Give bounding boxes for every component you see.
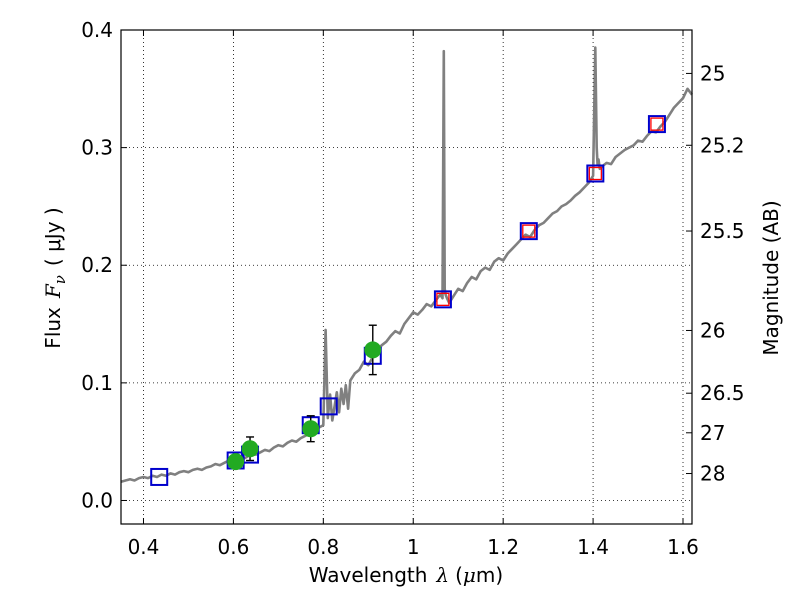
photometry-square: [433, 290, 452, 309]
mag-tick-label: 26.5: [700, 381, 745, 405]
model-photometry-square: [522, 224, 536, 238]
x-tick-label: 0.8: [307, 535, 339, 559]
y2-axis-label: Magnitude (AB): [759, 200, 783, 355]
x-tick-label: 1.4: [577, 535, 609, 559]
y-tick-label: 0.1: [81, 371, 113, 395]
measurement-point: [302, 420, 320, 438]
mag-tick-label: 25.2: [700, 133, 745, 157]
photometry-square: [519, 222, 538, 241]
measurement-point: [227, 453, 245, 471]
x-tick-label: 0.6: [217, 535, 249, 559]
plot-frame: [120, 29, 693, 525]
model-photometry-square: [588, 166, 602, 181]
mag-tick-label: 25.5: [700, 219, 745, 243]
model-spectrum-line: [120, 46, 694, 483]
y-tick-label: 0.3: [81, 136, 113, 160]
measurement-point: [241, 440, 259, 458]
photometry-square: [647, 115, 666, 134]
x-axis-label: Wavelength λ (μm): [309, 563, 503, 587]
model-photometry-square: [436, 292, 450, 306]
measurement-point: [364, 341, 382, 359]
y-tick-label: 0.2: [81, 253, 113, 277]
x-tick-label: 0.4: [128, 535, 160, 559]
x-tick-label: 1.6: [667, 535, 699, 559]
x-tick-label: 1: [407, 535, 420, 559]
photometry-square: [586, 164, 605, 183]
mag-tick-label: 28: [700, 462, 725, 486]
y-tick-label: 0.4: [81, 18, 113, 42]
model-photometry-square: [650, 117, 664, 131]
x-tick-label: 1.2: [487, 535, 519, 559]
photometry-square: [150, 467, 169, 486]
photometry-square: [319, 397, 338, 416]
data-layer: [120, 46, 694, 486]
mag-tick-label: 25: [700, 61, 725, 85]
y-tick-label: 0.0: [81, 488, 113, 512]
mag-tick-label: 26: [700, 318, 725, 342]
y-axis-label: FluxFν( μJy ): [41, 207, 69, 348]
tick-layer: 0.4 0.6 0.8 1 1.2 1.4 1.6 0.0 0.1 0.2 0.3 0.4 25 25.2…: [81, 18, 744, 559]
mag-tick-label: 27: [700, 421, 725, 445]
